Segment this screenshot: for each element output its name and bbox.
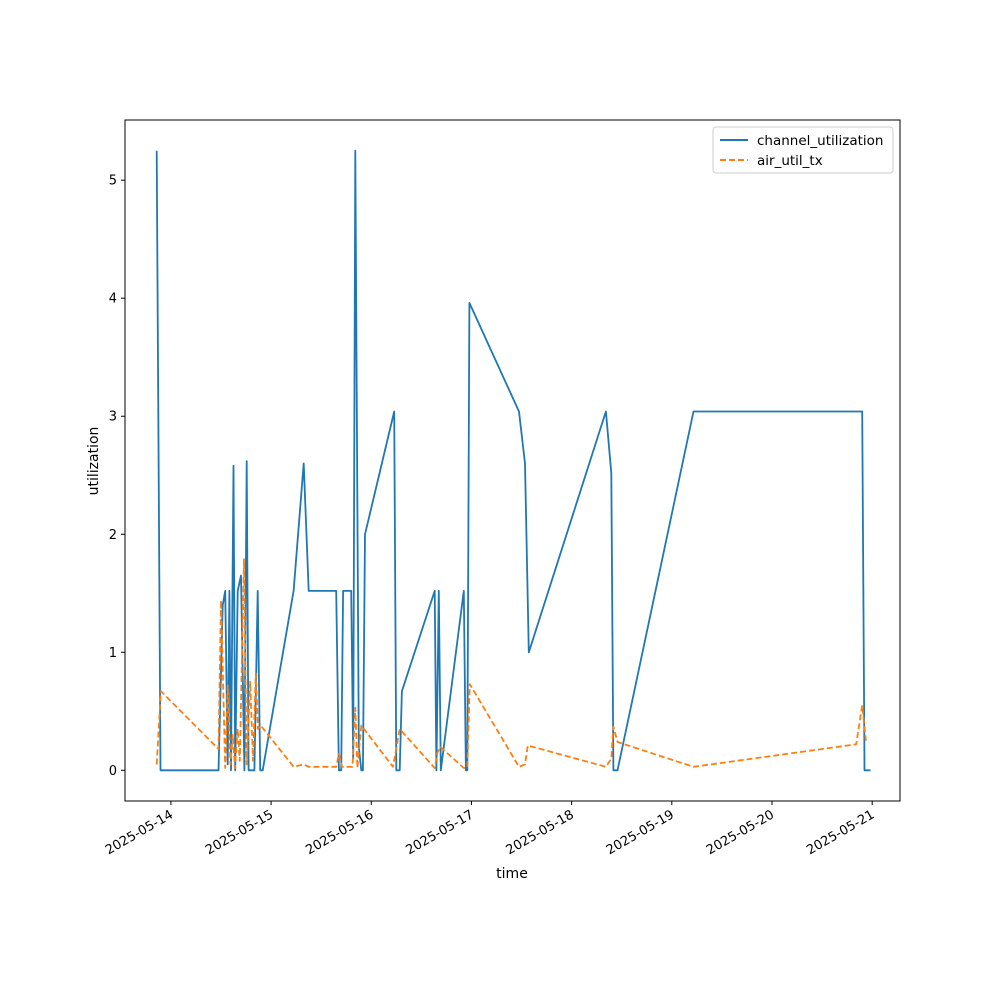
y-tick-label: 5	[109, 174, 117, 189]
y-tick-label: 1	[109, 646, 117, 661]
plot-frame	[124, 119, 901, 802]
legend-label-channel-utilization: channel_utilization	[757, 133, 884, 149]
series-line-channel-utilization	[155, 149, 871, 772]
legend: channel_utilization air_util_tx	[712, 126, 894, 174]
y-tick-label: 4	[109, 292, 117, 307]
y-tick-label: 2	[109, 528, 117, 543]
series-layer	[155, 149, 871, 772]
y-tick-label: 0	[109, 764, 117, 779]
legend-label-air-util-tx: air_util_tx	[757, 153, 823, 169]
x-axis-label: time	[496, 866, 528, 882]
y-axis: 0 1 2 3 4 5	[109, 174, 125, 779]
legend-box	[712, 126, 894, 174]
y-axis-label: utilization	[86, 427, 102, 496]
series-line-air-util-tx	[155, 558, 867, 769]
y-tick-label: 3	[109, 410, 117, 425]
